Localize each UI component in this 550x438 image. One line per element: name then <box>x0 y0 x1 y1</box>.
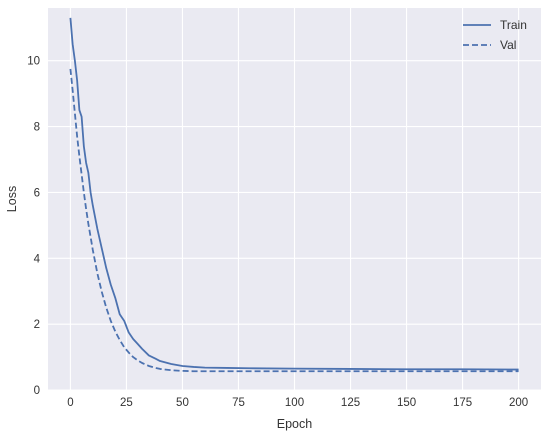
series-lines <box>69 17 519 373</box>
y-tick-label: 8 <box>34 122 40 134</box>
x-tick-label: 50 <box>176 397 189 409</box>
y-tick-label: 0 <box>34 385 40 397</box>
legend: Train Val <box>463 18 527 52</box>
x-tick-label: 0 <box>67 397 73 409</box>
y-tick-label: 2 <box>34 319 40 331</box>
x-tick-label: 200 <box>509 397 528 409</box>
y-tick-labels: 0 2 4 6 8 10 <box>27 56 40 397</box>
y-axis-label: Loss <box>5 186 19 212</box>
y-tick-label: 6 <box>34 187 40 199</box>
grid-lines <box>48 8 541 391</box>
series-line-val <box>69 68 519 373</box>
x-tick-label: 125 <box>341 397 360 409</box>
x-tick-label: 175 <box>453 397 472 409</box>
x-tick-label: 75 <box>232 397 245 409</box>
x-tick-label: 25 <box>120 397 133 409</box>
legend-label-val: Val <box>500 38 516 52</box>
x-tick-label: 100 <box>285 397 304 409</box>
legend-label-train: Train <box>500 18 527 32</box>
x-tick-label: 150 <box>397 397 416 409</box>
y-tick-label: 4 <box>34 253 41 265</box>
series-line-train <box>69 17 519 371</box>
y-tick-label: 10 <box>27 56 40 68</box>
x-tick-labels: 0 25 50 75 100 125 150 175 200 <box>67 397 528 409</box>
x-axis-label: Epoch <box>277 417 312 431</box>
